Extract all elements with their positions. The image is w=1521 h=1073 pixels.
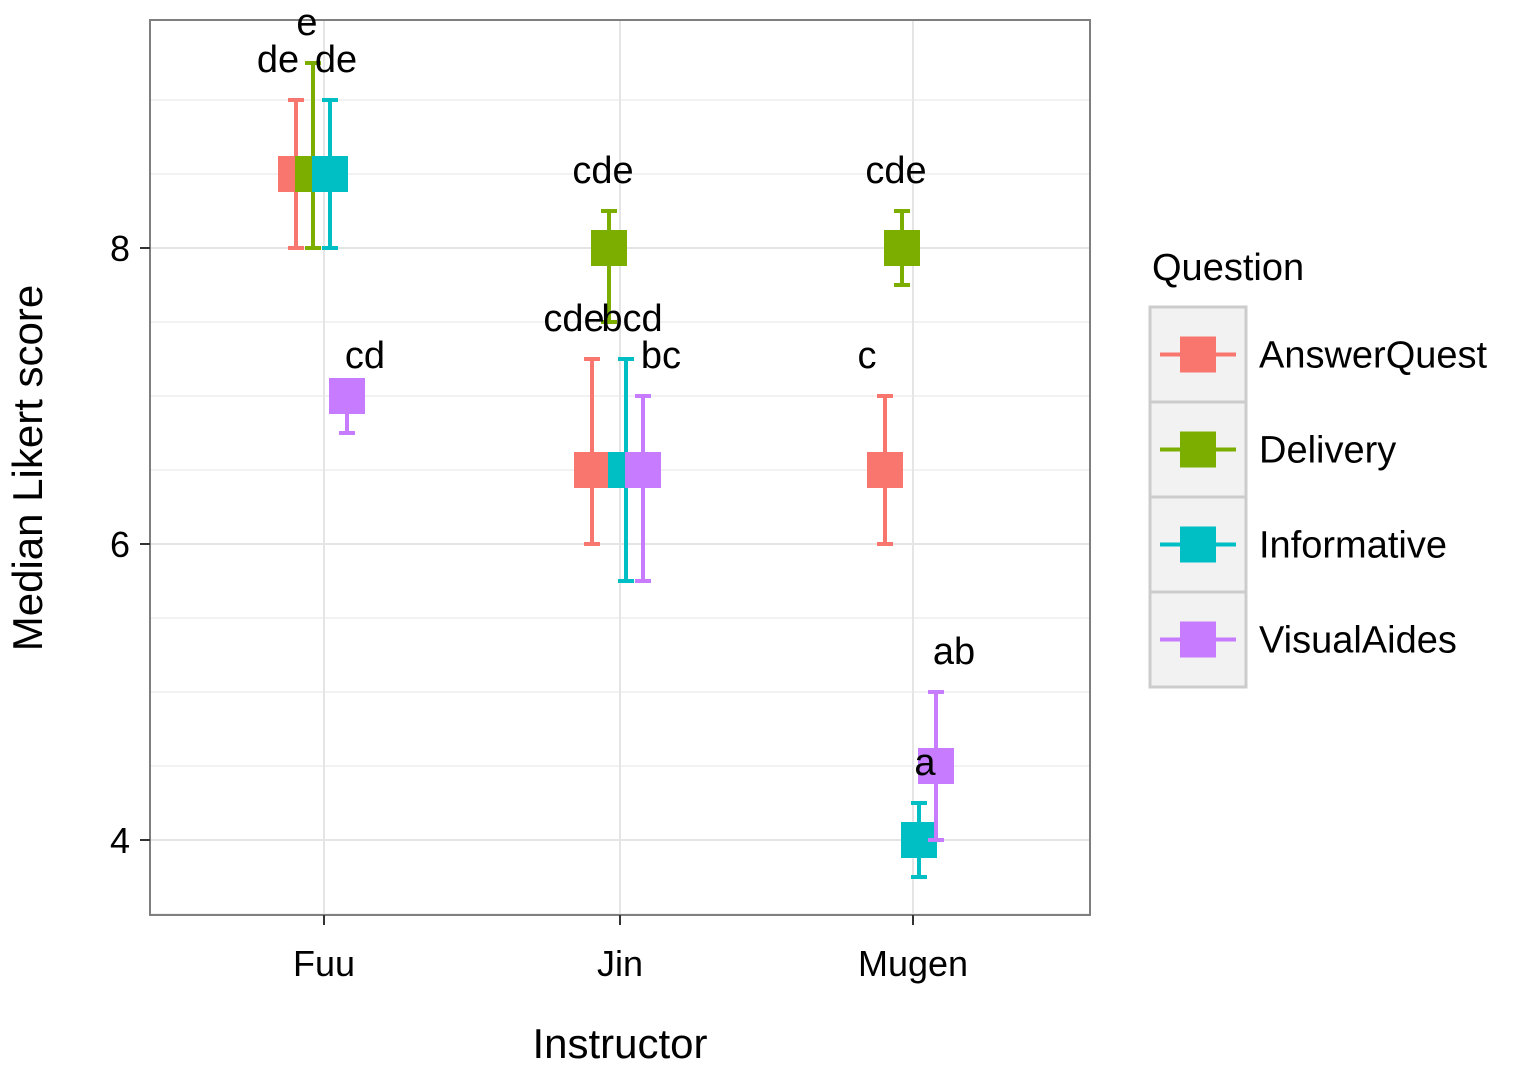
median-point <box>591 230 627 266</box>
significance-label: cde <box>543 298 604 340</box>
x-tick-label: Mugen <box>858 943 968 984</box>
legend-label: AnswerQuest <box>1259 335 1488 377</box>
significance-label: cde <box>865 150 926 192</box>
significance-label: bcd <box>601 298 662 340</box>
series-delivery <box>295 61 920 324</box>
legend-item-visualaides: VisualAides <box>1148 590 1457 689</box>
legend-label: Delivery <box>1259 430 1396 472</box>
median-point <box>918 748 954 784</box>
y-tick-label: 4 <box>110 820 130 861</box>
median-point <box>329 378 365 414</box>
legend-item-delivery: Delivery <box>1148 400 1396 499</box>
significance-label: ab <box>933 631 975 673</box>
significance-label: de <box>315 39 357 81</box>
series-visualaides <box>329 378 954 842</box>
significance-label: a <box>914 742 936 784</box>
legend-key-box <box>1180 621 1216 658</box>
y-tick-label: 6 <box>110 524 130 565</box>
x-tick-label: Fuu <box>293 943 355 984</box>
median-point <box>884 230 920 266</box>
legend-title: Question <box>1152 247 1304 289</box>
y-axis-title: Median Likert score <box>4 285 51 652</box>
data-marks <box>278 61 954 879</box>
significance-labels: de cde c e cde cde de bcd a cd bc ab <box>257 2 975 784</box>
median-point <box>312 156 348 192</box>
legend: Question AnswerQuest Delivery Informative V… <box>1148 247 1488 689</box>
significance-label: cd <box>345 335 385 377</box>
legend-key-box <box>1180 336 1216 373</box>
y-tick-label: 8 <box>110 228 130 269</box>
legend-label: VisualAides <box>1259 620 1457 662</box>
legend-key-box <box>1180 431 1216 468</box>
significance-label: e <box>296 2 317 44</box>
legend-item-informative: Informative <box>1148 495 1447 594</box>
significance-label: bc <box>641 335 681 377</box>
median-point <box>867 452 903 488</box>
median-point <box>625 452 661 488</box>
significance-label: de <box>257 39 299 81</box>
axes: 4 6 8 Fuu Jin Mugen <box>110 228 968 984</box>
series-informative <box>312 98 937 879</box>
legend-label: Informative <box>1259 525 1447 567</box>
x-tick-label: Jin <box>597 943 643 984</box>
legend-item-answerquest: AnswerQuest <box>1148 305 1488 404</box>
significance-label: cde <box>572 150 633 192</box>
x-axis-title: Instructor <box>532 1020 707 1067</box>
legend-key-box <box>1180 526 1216 563</box>
significance-label: c <box>858 335 877 377</box>
median-point <box>574 452 610 488</box>
